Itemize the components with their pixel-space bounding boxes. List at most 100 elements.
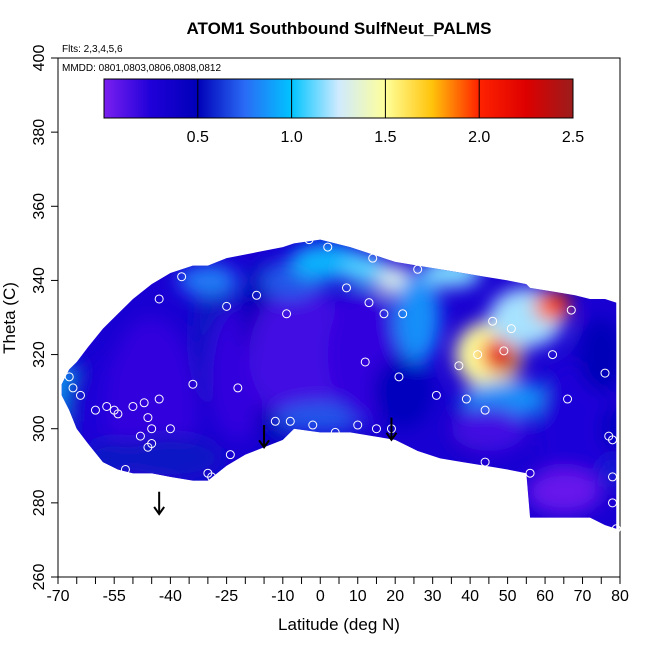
data-point <box>143 442 153 452</box>
colorbar-tick-label: 0.5 <box>187 129 209 146</box>
y-tick-label: 380 <box>31 119 48 146</box>
x-tick-label: -55 <box>103 588 126 605</box>
data-point <box>282 309 292 319</box>
y-tick-label: 260 <box>31 564 48 591</box>
heatmap-cell <box>249 287 354 422</box>
chart-title: ATOM1 Southbound SulfNeut_PALMS <box>186 19 491 38</box>
data-point <box>394 372 404 382</box>
data-point <box>499 346 509 356</box>
data-point <box>368 253 378 263</box>
data-point <box>147 424 157 434</box>
x-tick-label: 20 <box>386 588 404 605</box>
heatmap-cell <box>537 361 613 496</box>
data-point <box>398 309 408 319</box>
data-point <box>94 464 104 474</box>
x-axis-label: Latitude (deg N) <box>278 615 400 634</box>
x-tick-label: 50 <box>499 588 517 605</box>
data-point <box>371 424 381 434</box>
data-point <box>120 464 130 474</box>
data-point <box>207 472 217 482</box>
data-point <box>480 405 490 415</box>
colorbar: 0.5 1.0 1.5 2.0 2.5 <box>103 78 584 146</box>
data-point <box>461 394 471 404</box>
colorbar-tick-label: 1.0 <box>280 129 302 146</box>
y-tick-label: 340 <box>31 267 48 294</box>
data-point <box>154 294 164 304</box>
heatmap-cell <box>177 265 238 296</box>
data-point <box>360 357 370 367</box>
data-point <box>128 401 138 411</box>
heatmap-cell <box>342 254 388 285</box>
down-arrow <box>153 491 165 516</box>
data-point <box>225 450 235 460</box>
y-axis: 260 280 300 320 340 360 380 400 <box>31 45 58 591</box>
heatmap-cell <box>372 354 433 429</box>
data-point <box>139 398 149 408</box>
x-tick-label: 70 <box>574 588 592 605</box>
data-point <box>480 457 490 467</box>
down-arrow <box>385 417 398 442</box>
heatmap-cell <box>526 469 602 514</box>
data-point <box>413 264 423 274</box>
heatmap-cell <box>451 406 527 451</box>
heatmap-cell <box>578 317 617 392</box>
data-point <box>222 301 232 311</box>
data-point <box>608 435 618 445</box>
data-point <box>323 242 333 252</box>
data-point <box>75 390 85 400</box>
x-tick-label: 80 <box>611 588 629 605</box>
data-point <box>308 420 318 430</box>
y-axis-label: Theta (C) <box>0 282 19 354</box>
colorbar-tick-label: 2.5 <box>562 129 584 146</box>
x-tick-label: 40 <box>461 588 479 605</box>
flights-note: Flts: 2,3,4,5,6 <box>62 44 123 55</box>
x-axis: -70 -55 -40 -25 -10 0 10 20 30 40 50 60 70 80 <box>46 577 629 605</box>
data-point <box>165 424 175 434</box>
data-point <box>563 394 573 404</box>
x-tick-label: -10 <box>271 588 294 605</box>
data-point <box>488 316 498 326</box>
data-point <box>285 416 295 426</box>
data-point <box>341 283 351 293</box>
data-point <box>188 379 198 389</box>
y-tick-label: 360 <box>31 193 48 220</box>
data-point <box>252 290 262 300</box>
data-point <box>143 413 153 423</box>
arrow-markers <box>153 417 398 516</box>
data-point <box>304 235 314 245</box>
data-point <box>68 383 78 393</box>
x-tick-label: 60 <box>536 588 554 605</box>
data-point <box>379 309 389 319</box>
heatmap-cell <box>548 298 572 314</box>
down-arrow <box>258 425 270 449</box>
data-point <box>600 368 610 378</box>
data-point <box>102 401 112 411</box>
heatmap-cell <box>395 273 441 362</box>
x-tick-label: 0 <box>316 588 325 605</box>
x-tick-label: -40 <box>159 588 182 605</box>
data-point <box>525 468 535 478</box>
data-point <box>330 427 340 437</box>
heatmap-cell <box>496 350 519 374</box>
data-point <box>431 390 441 400</box>
observation-points <box>64 235 621 534</box>
colorbar-tick-label: 2.0 <box>468 129 490 146</box>
data-point <box>135 431 145 441</box>
data-point <box>113 409 123 419</box>
data-point <box>154 394 164 404</box>
data-point <box>566 305 576 315</box>
data-point <box>270 416 280 426</box>
data-point <box>90 405 100 415</box>
y-tick-label: 300 <box>31 415 48 442</box>
data-point <box>608 498 618 508</box>
x-tick-label: 30 <box>424 588 442 605</box>
data-point <box>611 524 621 534</box>
y-tick-label: 320 <box>31 341 48 368</box>
data-point <box>64 372 74 382</box>
y-tick-label: 400 <box>31 45 48 72</box>
data-point <box>177 272 187 282</box>
dates-note: MMDD: 0801,0803,0806,0808,0812 <box>62 63 221 74</box>
x-tick-label: -70 <box>46 588 69 605</box>
heatmap-cell <box>275 402 366 433</box>
